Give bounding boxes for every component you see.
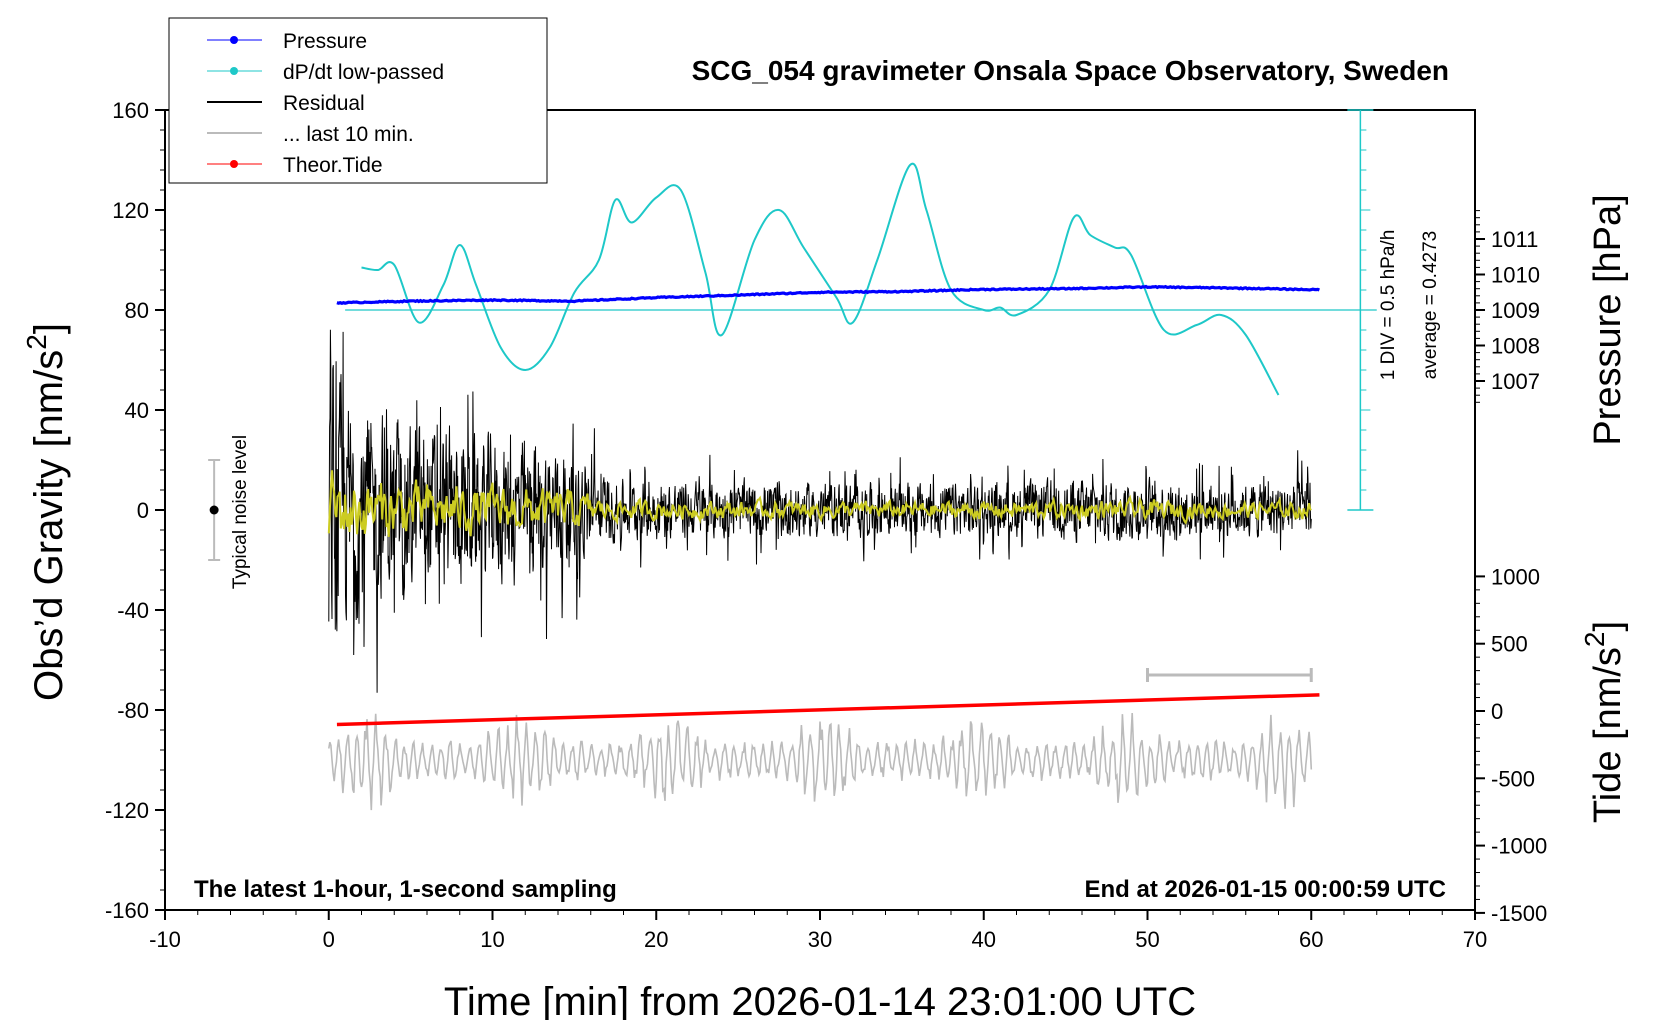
- x-tick-label: 0: [323, 927, 335, 952]
- pressure-tick-label: 1010: [1491, 263, 1540, 288]
- left-axis-title: Obs’d Gravity [nm/s2]: [21, 323, 71, 701]
- y-tick-label: -120: [105, 798, 149, 823]
- axes-layer: -10 0 10 20 30 40 50 60 70 160 120 80 40 0 -40 -80 -120 -…: [105, 98, 1547, 952]
- chart-title: SCG_054 gravimeter Onsala Space Observat…: [692, 55, 1449, 86]
- x-tick-label: 60: [1299, 927, 1323, 952]
- footer-right-text: End at 2026-01-15 00:00:59 UTC: [1085, 876, 1447, 903]
- tide-axis-title-main: Tide [nm/s: [1587, 647, 1629, 823]
- legend: Pressure dP/dt low-passed Residual ... l…: [168, 17, 548, 184]
- pressure-tick-label: 1009: [1491, 298, 1540, 323]
- legend-dpdt-label: dP/dt low-passed: [283, 61, 444, 84]
- x-tick-label: 50: [1135, 927, 1159, 952]
- legend-residual-label: Residual: [283, 92, 365, 115]
- tide-tick-label: 1000: [1491, 564, 1540, 589]
- dpdt-scale-average-label: average = 0.4273: [1420, 231, 1441, 379]
- footer-left-text: The latest 1-hour, 1-second sampling: [194, 876, 617, 903]
- y-tick-label: 0: [137, 498, 149, 523]
- legend-dpdt-dot: [230, 67, 238, 75]
- legend-last10-label: ... last 10 min.: [283, 123, 414, 146]
- y-tick-label: 160: [112, 98, 149, 123]
- tide-axis-title-sup: 2: [1579, 632, 1610, 648]
- x-tick-label: -10: [149, 927, 181, 952]
- y-tick-label: 80: [125, 298, 149, 323]
- y-tick-label: -80: [117, 698, 149, 723]
- y-tick-label: -40: [117, 598, 149, 623]
- series-tide: [336, 693, 1320, 727]
- y-tick-label: 120: [112, 198, 149, 223]
- left-axis-title-end: ]: [27, 323, 71, 334]
- legend-pressure-label: Pressure: [283, 30, 367, 53]
- tide-tick-label: 500: [1491, 632, 1528, 657]
- series-pressure: [336, 284, 1320, 306]
- y-tick-label: 40: [125, 398, 149, 423]
- x-tick-label: 20: [644, 927, 668, 952]
- x-tick-label: 30: [808, 927, 832, 952]
- y-tick-label: -160: [105, 898, 149, 923]
- x-tick-label: 10: [480, 927, 504, 952]
- tide-axis-title: Tide [nm/s2]: [1579, 621, 1629, 823]
- tide-tick-label: -1000: [1491, 834, 1547, 859]
- left-axis-title-main: Obs’d Gravity [nm/s: [27, 350, 71, 701]
- dpdt-scale-div-label: 1 DIV = 0.5 hPa/h: [1378, 230, 1399, 381]
- tide-tick-label: 0: [1491, 699, 1503, 724]
- tide-tick-label: -1500: [1491, 901, 1547, 926]
- left-axis-title-sup: 2: [21, 334, 52, 350]
- noise-level-label: Typical noise level: [230, 435, 251, 589]
- x-tick-label: 40: [972, 927, 996, 952]
- legend-tide-dot: [230, 160, 238, 168]
- pressure-tick-label: 1007: [1491, 369, 1540, 394]
- series-residual-lowpass: [327, 470, 1312, 537]
- tide-tick-label: -500: [1491, 766, 1535, 791]
- legend-pressure-dot: [230, 36, 238, 44]
- pressure-tick-label: 1011: [1491, 227, 1538, 252]
- series-layer: [208, 162, 1320, 811]
- dpdt-scale: [345, 109, 1377, 511]
- legend-box: [168, 17, 548, 184]
- x-axis-title: Time [min] from 2026-01-14 23:01:00 UTC: [444, 980, 1196, 1020]
- x-tick-label: 70: [1463, 927, 1487, 952]
- pressure-axis-title: Pressure [hPa]: [1587, 194, 1629, 445]
- noise-bar-center: [209, 505, 219, 515]
- series-dpdt: [361, 162, 1280, 396]
- pressure-tick-label: 1008: [1491, 334, 1540, 359]
- tide-axis-title-end: ]: [1587, 621, 1629, 632]
- series-last10: [328, 712, 1313, 811]
- legend-tide-label: Theor.Tide: [283, 154, 383, 177]
